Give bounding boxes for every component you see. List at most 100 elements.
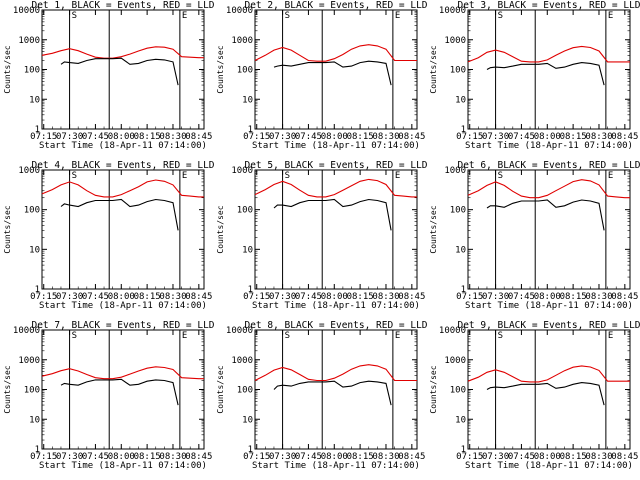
x-tick-label: 07:30 (56, 132, 83, 142)
events-series-line (273, 380, 392, 406)
x-tick-label: 08:30 (372, 452, 399, 462)
y-tick-label: 1 (248, 125, 253, 135)
x-tick-label: 07:15 (30, 292, 57, 302)
y-tick-label: 10000 (13, 6, 40, 16)
x-tick-label: 08:30 (159, 292, 186, 302)
y-tick-label: 1000 (444, 356, 466, 366)
y-tick-label: 100 (237, 206, 253, 216)
x-tick-label: 07:30 (269, 292, 296, 302)
lld-series-line (467, 179, 630, 199)
detector-panel-5: Det 5, BLACK = Events, RED = LLD 1 10 100 10… (216, 160, 428, 311)
x-tick-label: 08:30 (585, 132, 612, 142)
x-tick-label: 07:15 (30, 452, 57, 462)
y-tick-label: 100 (450, 206, 466, 216)
x-tick-label: 07:45 (508, 292, 535, 302)
y-tick-label: 10000 (439, 6, 466, 16)
y-axis-label: Counts/sec (216, 365, 225, 413)
y-tick-label: 1 (461, 285, 466, 295)
x-tick-label: 07:45 (295, 292, 322, 302)
x-tick-label: 08:15 (560, 452, 587, 462)
y-tick-label: 10 (29, 245, 40, 255)
y-tick-label: 10 (455, 95, 466, 105)
x-tick-label: 07:45 (508, 452, 535, 462)
y-tick-label: 1 (35, 125, 40, 135)
detector-panel-7: Det 7, BLACK = Events, RED = LLD 1 10 100 10… (3, 320, 215, 471)
x-tick-label: 08:45 (398, 132, 425, 142)
x-tick-label: 07:45 (82, 132, 109, 142)
time-marker-label: E (182, 331, 187, 341)
x-tick-label: 08:45 (185, 292, 212, 302)
x-tick-label: 08:00 (534, 132, 561, 142)
y-tick-label: 10 (29, 95, 40, 105)
x-tick-label: 08:00 (108, 452, 135, 462)
y-tick-label: 100 (450, 386, 466, 396)
panel-title: Det 8, BLACK = Events, RED = LLD (244, 320, 427, 331)
x-tick-label: 07:30 (482, 132, 509, 142)
events-series-line (486, 382, 605, 406)
time-marker-label: S (498, 11, 503, 21)
y-tick-label: 10 (242, 95, 253, 105)
y-axis-label: Counts/sec (3, 45, 12, 93)
y-tick-label: 100 (24, 206, 40, 216)
panel-title: Det 1, BLACK = Events, RED = LLD (31, 0, 214, 11)
y-tick-label: 1000 (444, 166, 466, 176)
x-tick-label: 08:15 (560, 132, 587, 142)
x-tick-label: 08:45 (185, 132, 212, 142)
y-tick-label: 1000 (444, 36, 466, 46)
time-marker-label: E (395, 11, 400, 21)
x-tick-label: 07:45 (82, 292, 109, 302)
x-axis-label: Start Time (18-Apr-11 07:14:00) (39, 141, 207, 151)
panel-title: Det 5, BLACK = Events, RED = LLD (244, 160, 427, 171)
lld-series-line (467, 45, 630, 63)
x-tick-label: 07:30 (56, 452, 83, 462)
y-axis-label: Counts/sec (429, 365, 438, 413)
time-marker-label: S (72, 331, 77, 341)
y-axis-label: Counts/sec (216, 205, 225, 253)
time-marker-label: E (608, 11, 613, 21)
plot-frame (41, 169, 205, 290)
lld-series-line (41, 179, 204, 198)
lld-series-line (467, 365, 630, 383)
x-tick-label: 07:15 (243, 292, 270, 302)
y-tick-label: 1 (248, 285, 253, 295)
x-tick-label: 07:45 (295, 132, 322, 142)
y-axis-label: Counts/sec (3, 365, 12, 413)
y-tick-label: 1000 (231, 36, 253, 46)
x-tick-label: 08:00 (321, 292, 348, 302)
x-axis-label: Start Time (18-Apr-11 07:14:00) (465, 141, 633, 151)
x-tick-label: 08:00 (321, 452, 348, 462)
x-tick-label: 08:45 (398, 292, 425, 302)
y-axis-label: Counts/sec (3, 205, 12, 253)
y-tick-label: 1 (35, 445, 40, 455)
detector-panel-2: Det 2, BLACK = Events, RED = LLD 1 10 100 10… (216, 0, 428, 151)
x-axis-label: Start Time (18-Apr-11 07:14:00) (252, 141, 420, 151)
x-tick-label: 07:15 (456, 132, 483, 142)
x-tick-label: 08:45 (611, 452, 638, 462)
detector-panel-9: Det 9, BLACK = Events, RED = LLD 1 10 100 10… (429, 320, 640, 471)
x-tick-label: 08:15 (134, 452, 161, 462)
x-tick-label: 08:30 (585, 292, 612, 302)
x-tick-label: 08:00 (534, 452, 561, 462)
panel-title: Det 7, BLACK = Events, RED = LLD (31, 320, 214, 331)
events-series-line (60, 57, 179, 86)
y-tick-label: 10 (242, 415, 253, 425)
x-tick-label: 07:15 (30, 132, 57, 142)
y-tick-label: 10000 (439, 326, 466, 336)
time-marker-label: S (72, 171, 77, 181)
x-axis-label: Start Time (18-Apr-11 07:14:00) (465, 301, 633, 311)
lld-series-line (41, 46, 204, 59)
x-tick-label: 07:15 (243, 452, 270, 462)
x-tick-label: 08:15 (134, 292, 161, 302)
events-series-line (60, 198, 179, 231)
x-tick-label: 08:30 (372, 292, 399, 302)
y-tick-label: 10 (455, 415, 466, 425)
detector-panel-4: Det 4, BLACK = Events, RED = LLD 1 10 100 10… (3, 160, 215, 311)
panel-title: Det 2, BLACK = Events, RED = LLD (244, 0, 427, 11)
x-tick-label: 08:15 (347, 452, 374, 462)
x-tick-label: 07:30 (482, 292, 509, 302)
x-tick-label: 07:15 (243, 132, 270, 142)
y-tick-label: 1000 (18, 356, 40, 366)
x-tick-label: 07:30 (482, 452, 509, 462)
time-marker-label: S (72, 11, 77, 21)
